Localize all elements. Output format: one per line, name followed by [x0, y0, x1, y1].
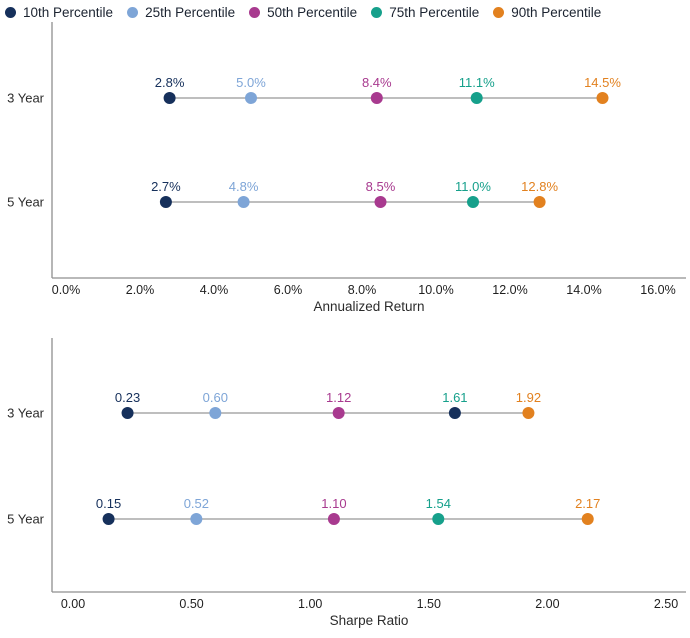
value-label: 2.8% — [155, 75, 185, 90]
value-label: 1.92 — [516, 390, 541, 405]
legend-item: 25th Percentile — [127, 5, 235, 20]
value-label: 0.52 — [184, 496, 209, 511]
x-tick-label: 12.0% — [492, 283, 527, 297]
percentile-dot — [448, 407, 461, 419]
percentile-dot — [237, 196, 250, 208]
legend-item: 90th Percentile — [493, 5, 601, 20]
y-category-label: 5 Year — [7, 512, 45, 527]
x-tick-label: 10.0% — [418, 283, 453, 297]
x-tick-label: 4.0% — [200, 283, 229, 297]
legend-marker-dot — [371, 6, 383, 18]
y-category-label: 5 Year — [7, 195, 45, 210]
value-label: 0.60 — [203, 390, 228, 405]
percentile-dot — [327, 513, 340, 525]
percentile-dot — [581, 513, 594, 525]
x-tick-label: 14.0% — [566, 283, 601, 297]
percentile-dot — [432, 513, 445, 525]
value-label: 8.5% — [366, 179, 396, 194]
x-tick-label: 0.50 — [179, 597, 203, 611]
x-tick-label: 1.50 — [417, 597, 441, 611]
value-label: 11.0% — [455, 179, 491, 194]
value-label: 1.54 — [426, 496, 451, 511]
legend-item: 10th Percentile — [5, 5, 113, 20]
percentile-dot — [467, 196, 479, 208]
x-tick-label: 1.00 — [298, 597, 322, 611]
legend-marker-dot — [5, 6, 16, 18]
y-category-label: 3 Year — [7, 406, 45, 421]
value-label: 4.8% — [229, 179, 259, 194]
percentile-dot — [245, 92, 257, 104]
value-label: 14.5% — [584, 75, 621, 90]
legend-item-label: 25th Percentile — [145, 4, 236, 20]
x-tick-label: 2.50 — [654, 597, 678, 611]
percentile-dot — [163, 92, 176, 104]
value-label: 0.23 — [115, 390, 140, 405]
y-category-label: 3 Year — [7, 91, 45, 106]
x-tick-label: 2.00 — [535, 597, 559, 611]
sharpe-ratio-chart: Sharpe Ratio 0.00 0.50 1.00 1.50 2.00 2.50 3 Y… — [7, 338, 686, 628]
legend-item-label: 75th Percentile — [389, 4, 480, 20]
percentile-dot — [190, 513, 203, 525]
percentile-dot — [159, 196, 172, 208]
percentile-dot — [370, 92, 383, 104]
percentile-dot — [533, 196, 546, 208]
value-label: 1.12 — [326, 390, 351, 405]
percentile-dot — [522, 407, 535, 419]
x-tick-label: 6.0% — [274, 283, 303, 297]
annualized-return-chart: Annualized Return 0.0% 2.0% 4.0% 6.0% 8.0% 10… — [7, 22, 686, 314]
value-label: 11.1% — [459, 75, 495, 90]
value-label: 1.61 — [442, 390, 467, 405]
x-tick-label: 0.0% — [52, 283, 81, 297]
percentile-dot — [332, 407, 345, 419]
legend-item: 75th Percentile — [371, 5, 479, 20]
x-tick-label: 8.0% — [348, 283, 377, 297]
percentile-dot — [102, 513, 115, 525]
legend-item: 50th Percentile — [249, 5, 357, 20]
legend-marker-dot — [127, 6, 139, 18]
legend-item-label: 10th Percentile — [23, 4, 114, 20]
legend-marker-dot — [493, 6, 505, 18]
percentile-dot — [209, 407, 222, 419]
value-label: 5.0% — [236, 75, 266, 90]
value-label: 2.7% — [151, 179, 181, 194]
percentile-dot — [596, 92, 609, 104]
percentile-dot — [374, 196, 387, 208]
legend-item-label: 50th Percentile — [267, 4, 358, 20]
value-label: 2.17 — [575, 496, 600, 511]
value-label: 1.10 — [321, 496, 346, 511]
chart-legend: 10th Percentile 25th Percentile 50th Perce… — [5, 1, 601, 23]
x-axis-title-sharpe-ratio: Sharpe Ratio — [330, 613, 409, 628]
percentile-dot — [470, 92, 483, 104]
value-label: 8.4% — [362, 75, 392, 90]
x-tick-label: 2.0% — [126, 283, 155, 297]
x-tick-label: 0.00 — [61, 597, 85, 611]
legend-item-label: 90th Percentile — [511, 4, 602, 20]
value-label: 12.8% — [521, 179, 558, 194]
x-tick-label: 16.0% — [640, 283, 675, 297]
x-axis-title-annualized-return: Annualized Return — [313, 299, 424, 314]
legend-marker-dot — [249, 6, 261, 18]
percentile-dot — [121, 407, 134, 419]
value-label: 0.15 — [96, 496, 121, 511]
